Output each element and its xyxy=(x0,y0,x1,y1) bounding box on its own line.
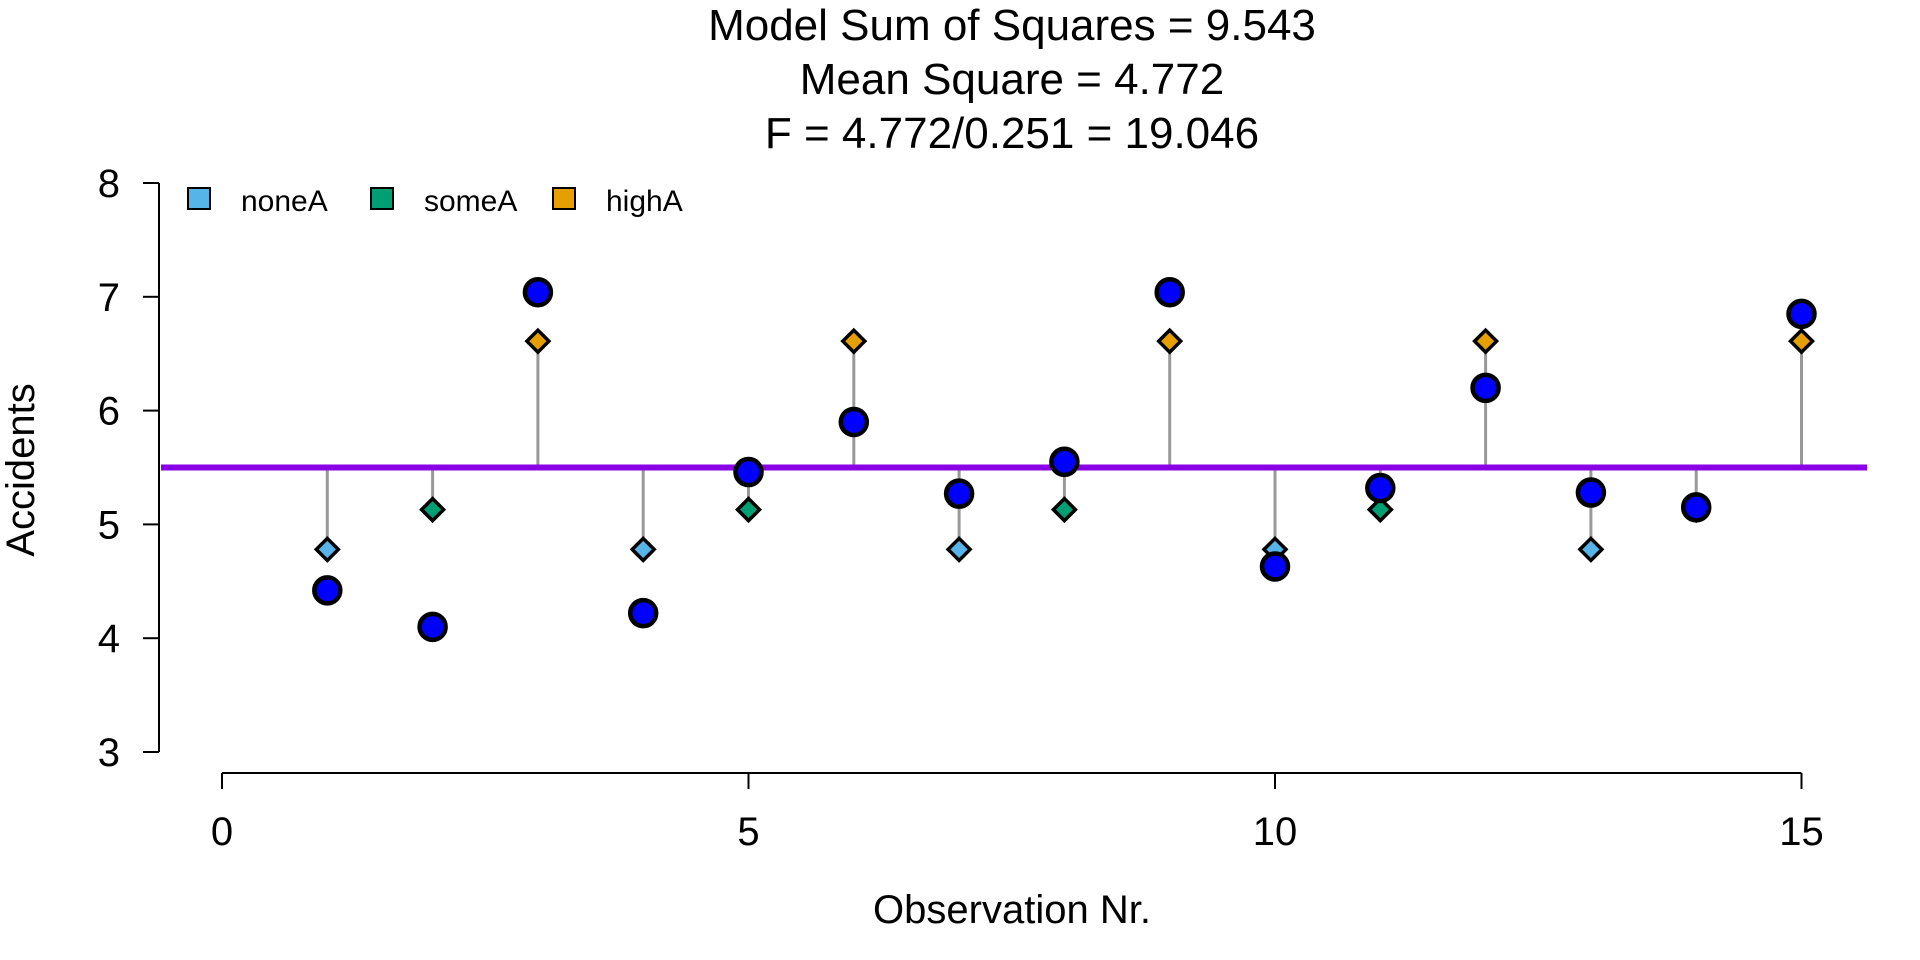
group-mean-diamond-noneA xyxy=(1577,535,1605,563)
observation-point xyxy=(312,575,343,606)
title-line-model-ss: Model Sum of Squares = 9.543 xyxy=(708,1,1316,50)
group-mean-diamond-someA xyxy=(1050,496,1078,524)
observation-point xyxy=(1154,276,1185,308)
group-mean-diamond-noneA xyxy=(629,535,657,563)
observation-point xyxy=(943,478,975,509)
legend-swatch-highA xyxy=(552,187,576,210)
group-mean-diamond-highA xyxy=(1788,327,1815,355)
observation-point xyxy=(1470,372,1501,404)
observation-point xyxy=(838,406,870,438)
group-mean-diamond-highA xyxy=(1156,327,1184,355)
observation-point xyxy=(1575,477,1607,508)
legend-label-noneA: noneA xyxy=(241,185,328,218)
observation-point xyxy=(1786,298,1817,330)
legend-label-someA: someA xyxy=(424,185,517,218)
group-mean-markers xyxy=(313,327,1815,563)
title-line-mean-square: Mean Square = 4.772 xyxy=(800,55,1224,104)
observation-point xyxy=(522,276,554,308)
y-tick-label: 6 xyxy=(98,390,120,434)
group-mean-diamond-someA xyxy=(1366,496,1394,524)
group-mean-diamond-highA xyxy=(1472,327,1500,355)
x-tick-label: 15 xyxy=(1779,810,1824,854)
legend-label-highA: highA xyxy=(606,185,683,218)
x-tick-label: 5 xyxy=(737,810,759,854)
y-axis-label: Accidents xyxy=(0,383,43,556)
legend-swatch-noneA xyxy=(187,187,211,210)
y-tick-label: 7 xyxy=(98,276,120,320)
observation-point xyxy=(627,597,659,629)
observation-point xyxy=(1259,551,1291,582)
group-mean-diamond-noneA xyxy=(945,535,973,563)
x-tick-label: 10 xyxy=(1253,810,1298,854)
group-mean-diamond-highA xyxy=(524,327,552,355)
y-tick-label: 8 xyxy=(98,162,120,206)
y-tick-label: 5 xyxy=(98,503,120,547)
observation-point xyxy=(1049,446,1080,478)
group-mean-diamond-someA xyxy=(419,496,447,524)
group-mean-diamond-someA xyxy=(735,496,762,524)
observation-point xyxy=(733,456,764,488)
title-line-f-statistic: F = 4.772/0.251 = 19.046 xyxy=(765,109,1259,158)
observation-point xyxy=(1680,492,1712,523)
legend-swatch-someA xyxy=(370,187,394,210)
y-tick-label: 3 xyxy=(98,731,120,775)
observation-point xyxy=(417,611,448,643)
legend: noneA someA highA xyxy=(187,185,683,218)
x-tick-label: 0 xyxy=(211,810,233,854)
observation-points xyxy=(312,276,1817,643)
x-axis-label: Observation Nr. xyxy=(873,888,1151,932)
y-tick-label: 4 xyxy=(98,617,120,661)
group-mean-diamond-noneA xyxy=(313,535,341,563)
chart-title: Model Sum of Squares = 9.543 Mean Square… xyxy=(708,1,1316,158)
axes: 3 4 5 6 7 8 0 5 10 15 xyxy=(98,162,1824,854)
observation-point xyxy=(1365,472,1396,504)
group-mean-diamond-highA xyxy=(840,327,868,355)
